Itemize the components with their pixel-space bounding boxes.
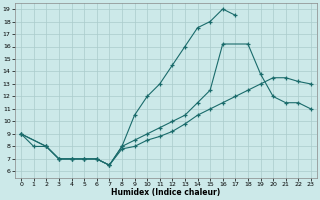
X-axis label: Humidex (Indice chaleur): Humidex (Indice chaleur) (111, 188, 221, 197)
